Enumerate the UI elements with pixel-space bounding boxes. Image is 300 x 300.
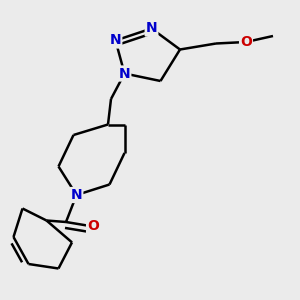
Text: O: O bbox=[87, 220, 99, 233]
Text: N: N bbox=[146, 22, 157, 35]
Text: N: N bbox=[110, 34, 121, 47]
Text: O: O bbox=[240, 35, 252, 49]
Text: N: N bbox=[71, 188, 82, 202]
Text: N: N bbox=[119, 67, 130, 80]
